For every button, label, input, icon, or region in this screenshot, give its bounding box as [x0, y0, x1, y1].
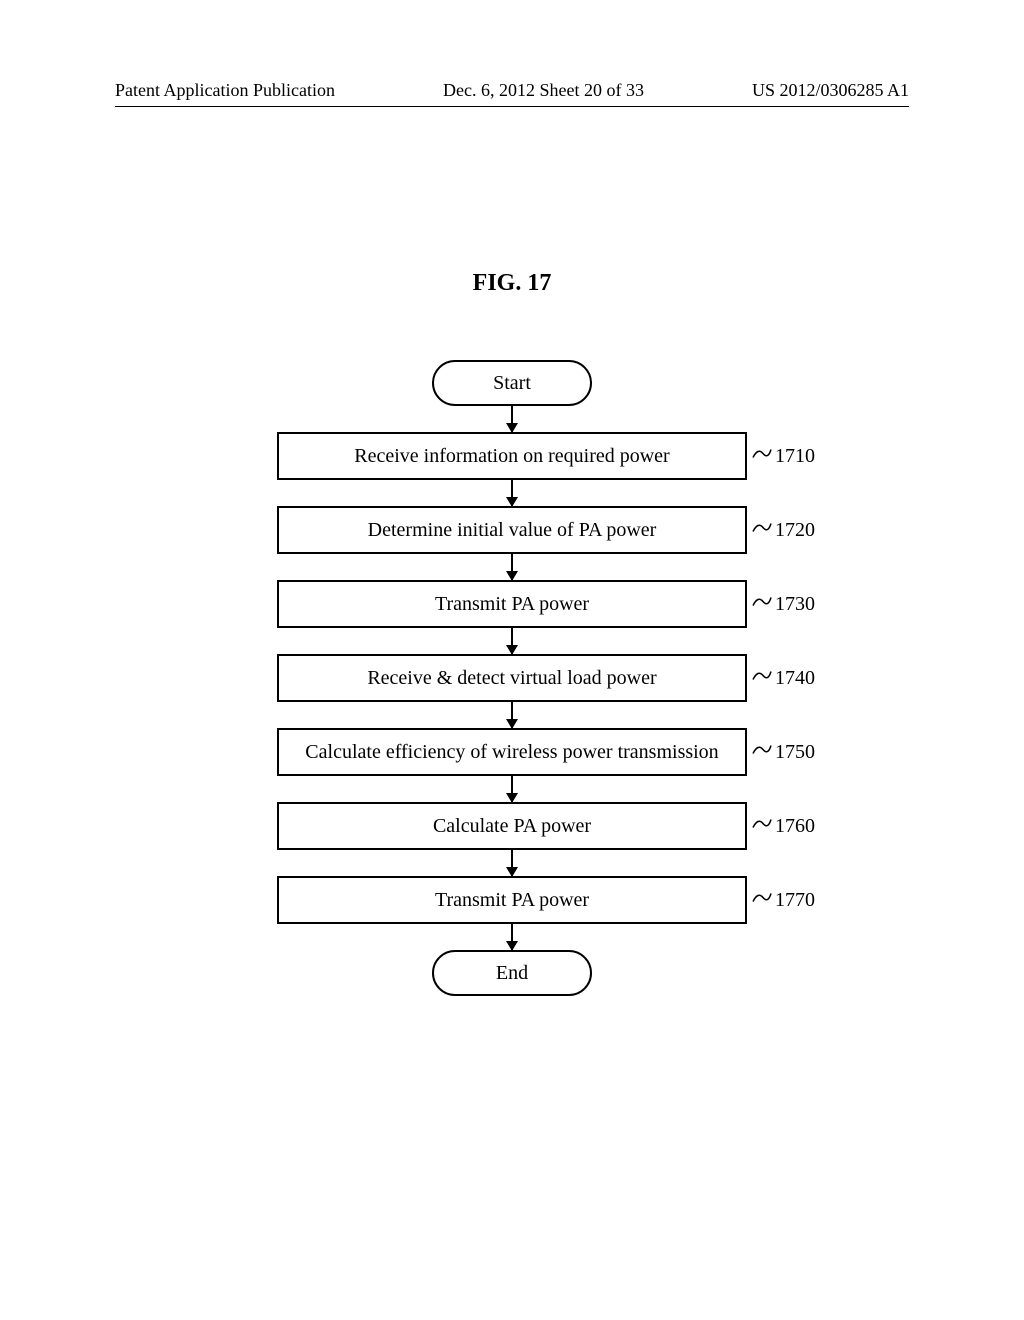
- ref-label: 1740: [775, 667, 815, 690]
- arrow: [511, 480, 513, 506]
- process-box: Receive information on required power: [277, 432, 747, 480]
- process-label: Calculate efficiency of wireless power t…: [305, 741, 718, 764]
- page-header: Patent Application Publication Dec. 6, 2…: [115, 80, 909, 101]
- tilde-icon: [751, 592, 773, 617]
- process-label: Receive information on required power: [354, 445, 669, 468]
- tilde-icon: [751, 888, 773, 913]
- header-rule: [115, 106, 909, 107]
- arrow: [511, 850, 513, 876]
- ref-label: 1710: [775, 445, 815, 468]
- tilde-icon: [751, 518, 773, 543]
- process-label: Transmit PA power: [435, 593, 589, 616]
- arrow: [511, 702, 513, 728]
- start-label: Start: [493, 372, 531, 395]
- ref-label: 1770: [775, 889, 815, 912]
- header-left: Patent Application Publication: [115, 80, 335, 101]
- step-row: Receive & detect virtual load power 1740: [0, 654, 1024, 702]
- terminator-start: Start: [432, 360, 592, 406]
- arrow: [511, 628, 513, 654]
- process-label: Receive & detect virtual load power: [367, 667, 656, 690]
- process-box: Transmit PA power: [277, 580, 747, 628]
- ref-label: 1760: [775, 815, 815, 838]
- process-box: Transmit PA power: [277, 876, 747, 924]
- process-box: Receive & detect virtual load power: [277, 654, 747, 702]
- tilde-icon: [751, 814, 773, 839]
- terminator-end: End: [432, 950, 592, 996]
- ref-label: 1720: [775, 519, 815, 542]
- step-row: Calculate PA power 1760: [0, 802, 1024, 850]
- tilde-icon: [751, 666, 773, 691]
- arrow: [511, 776, 513, 802]
- step-row: Calculate efficiency of wireless power t…: [0, 728, 1024, 776]
- arrow: [511, 924, 513, 950]
- process-label: Transmit PA power: [435, 889, 589, 912]
- process-box: Calculate efficiency of wireless power t…: [277, 728, 747, 776]
- step-row: Determine initial value of PA power 1720: [0, 506, 1024, 554]
- header-right: US 2012/0306285 A1: [752, 80, 909, 101]
- step-row: Receive information on required power 17…: [0, 432, 1024, 480]
- figure-title: FIG. 17: [0, 270, 1024, 297]
- process-label: Determine initial value of PA power: [368, 519, 657, 542]
- step-row: Transmit PA power 1770: [0, 876, 1024, 924]
- arrow: [511, 554, 513, 580]
- process-label: Calculate PA power: [433, 815, 591, 838]
- step-row: Transmit PA power 1730: [0, 580, 1024, 628]
- tilde-icon: [751, 740, 773, 765]
- process-box: Determine initial value of PA power: [277, 506, 747, 554]
- arrow: [511, 406, 513, 432]
- ref-label: 1730: [775, 593, 815, 616]
- flowchart: Start Receive information on required po…: [0, 360, 1024, 996]
- end-label: End: [496, 962, 528, 985]
- ref-label: 1750: [775, 741, 815, 764]
- header-center: Dec. 6, 2012 Sheet 20 of 33: [443, 80, 644, 101]
- process-box: Calculate PA power: [277, 802, 747, 850]
- tilde-icon: [751, 444, 773, 469]
